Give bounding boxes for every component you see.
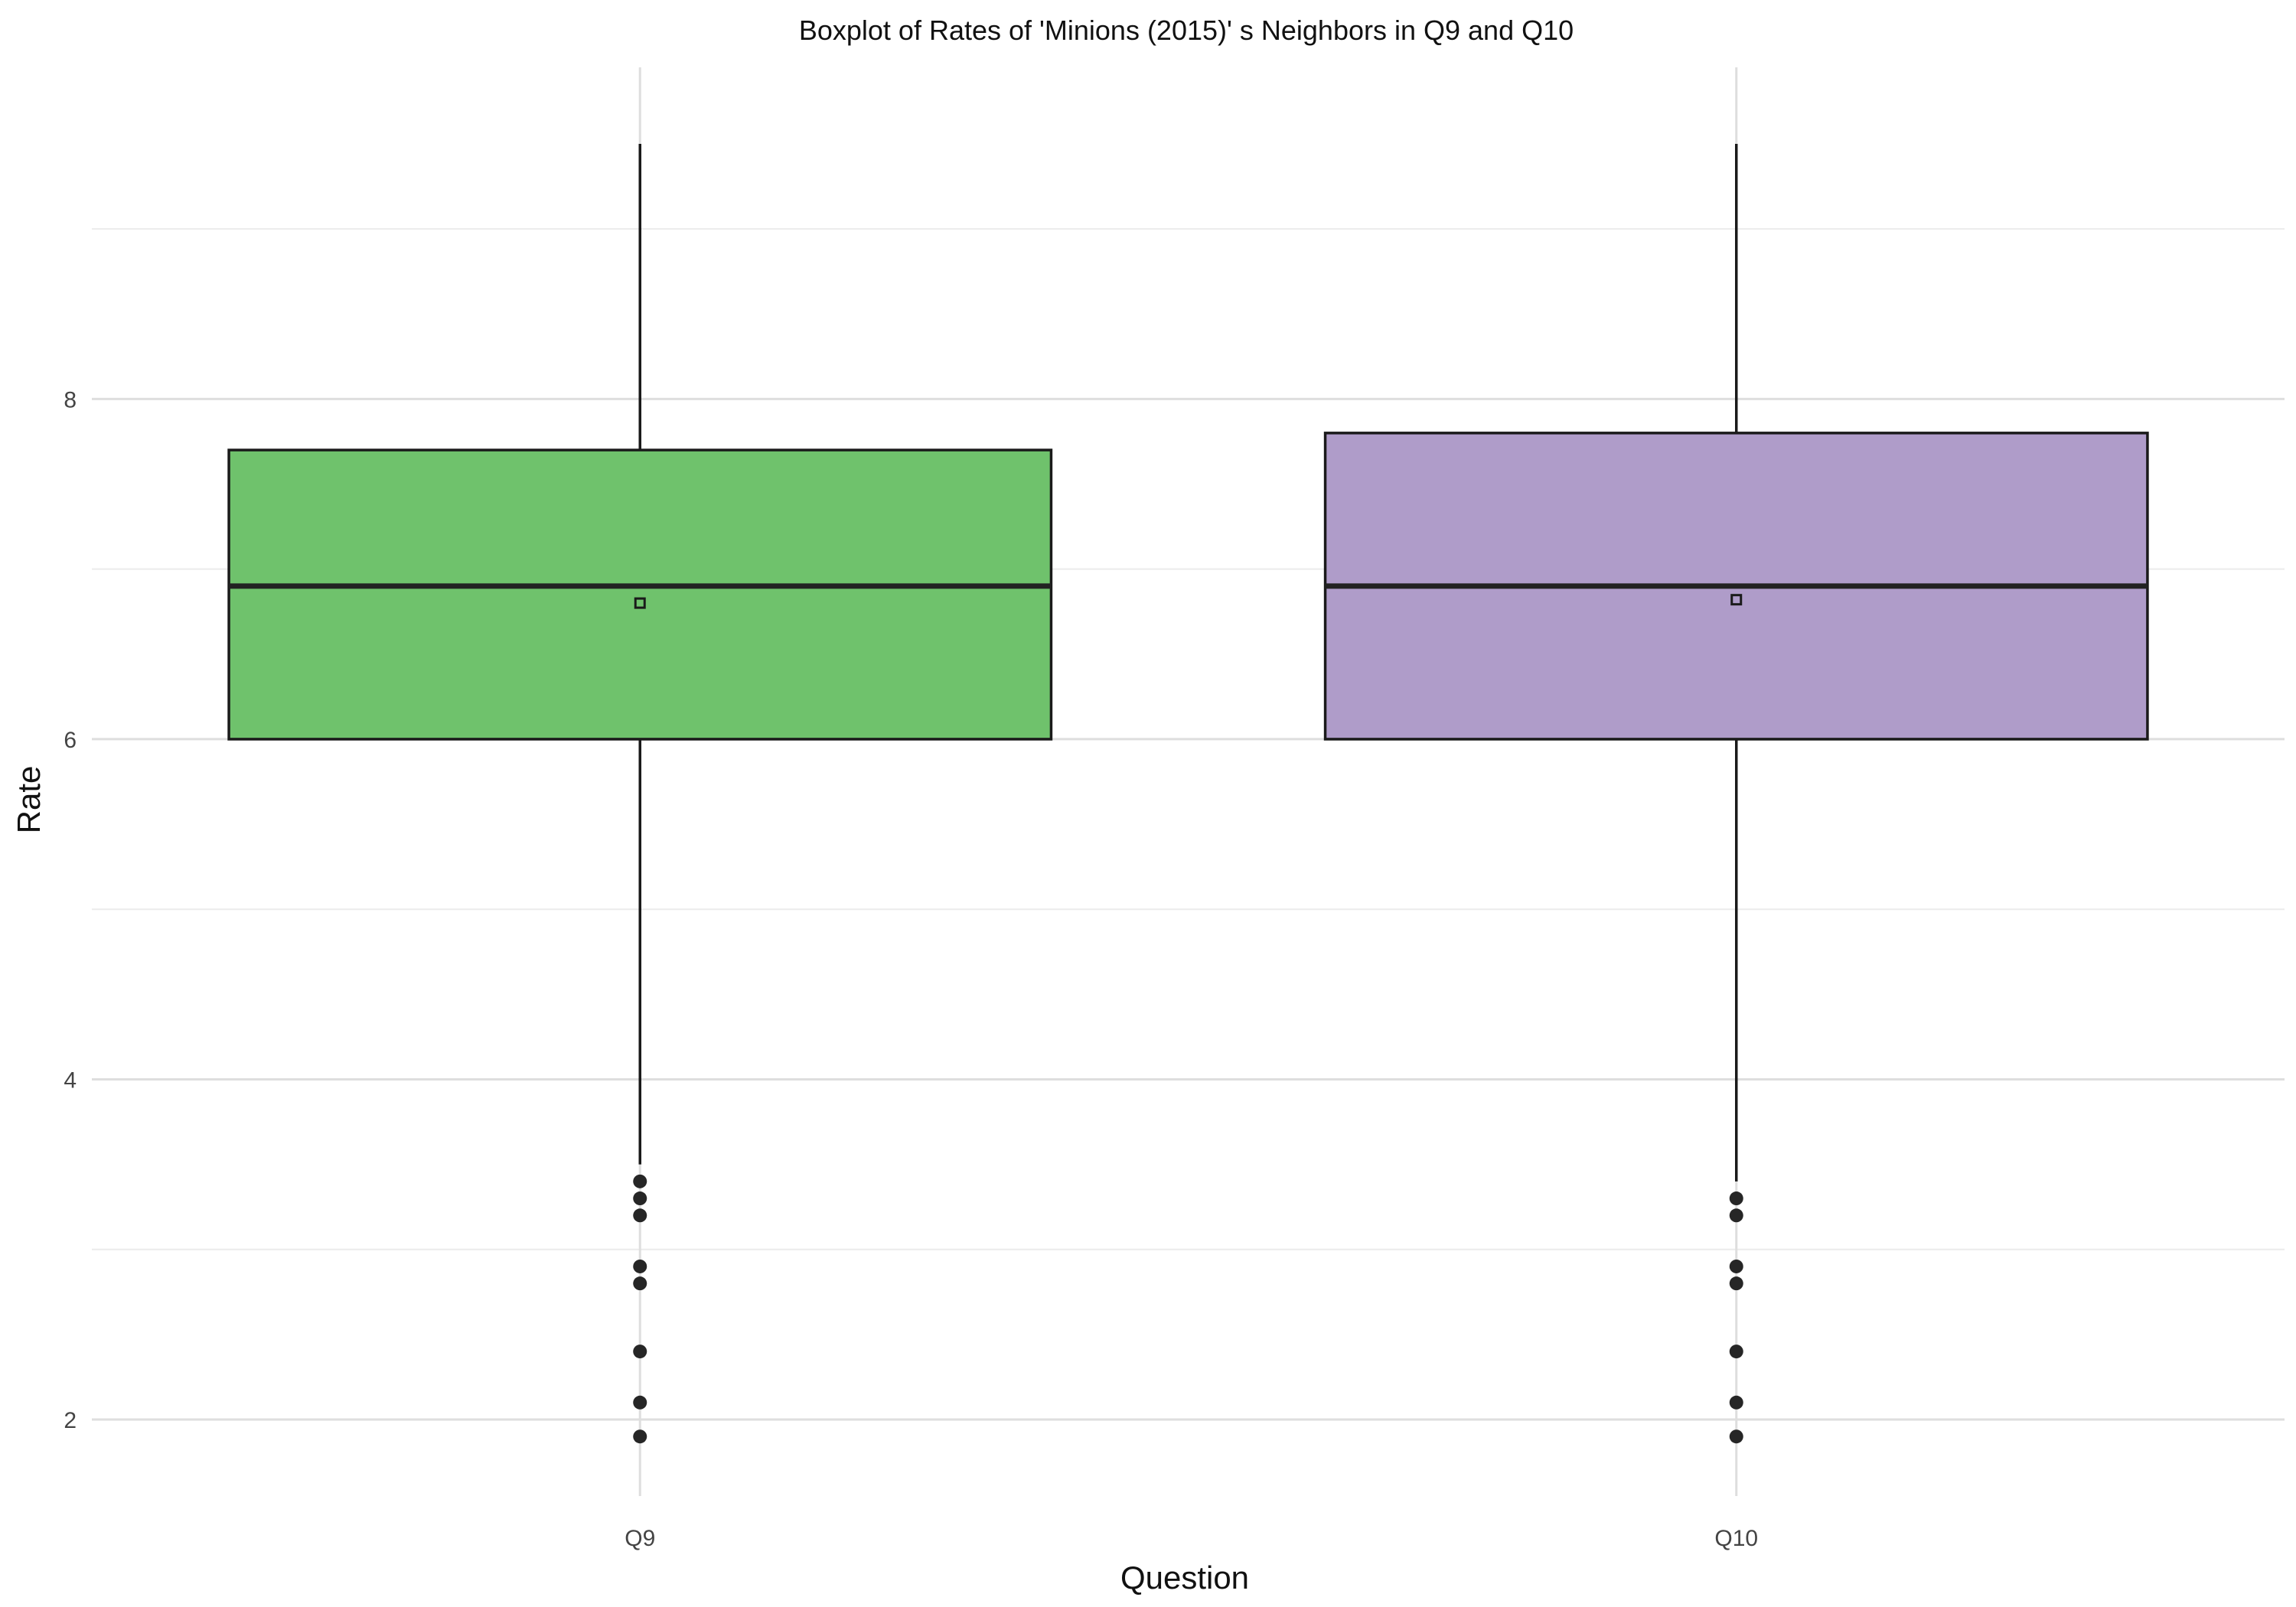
box-series [227,144,2149,1444]
outlier-point [1729,1429,1743,1444]
y-tick-label: 2 [64,1408,77,1433]
outlier-point [633,1191,647,1206]
y-tick-label: 8 [64,387,77,412]
outlier-point [633,1259,647,1273]
outlier-point [1729,1395,1743,1410]
box-group-q10 [1323,144,2149,1444]
mean-marker [634,597,646,609]
outlier-point [633,1174,647,1188]
x-tick-labels: Q9 Q10 [625,1526,1758,1551]
x-tick-label: Q10 [1714,1526,1758,1551]
box-iqr [227,448,1053,741]
box-group-q9 [227,144,1053,1444]
outlier-point [1729,1345,1743,1359]
grid-lines [92,67,2285,1496]
chart-title: Boxplot of Rates of 'Minions (2015)' s N… [799,15,1574,46]
outlier-point [633,1276,647,1291]
outlier-point [633,1395,647,1410]
outlier-point [1729,1259,1743,1273]
outlier-point [1729,1191,1743,1206]
x-tick-label: Q9 [625,1526,655,1551]
outlier-point [633,1345,647,1359]
outlier-point [633,1208,647,1223]
y-tick-label: 4 [64,1068,77,1093]
outlier-point [1729,1276,1743,1291]
y-tick-labels: 2 4 6 8 [64,387,77,1433]
mean-marker [1730,594,1743,606]
outlier-point [1729,1208,1743,1223]
y-tick-label: 6 [64,728,77,753]
outlier-point [633,1429,647,1444]
x-axis-title: Question [1120,1560,1249,1596]
y-axis-title: Rate [11,766,47,834]
